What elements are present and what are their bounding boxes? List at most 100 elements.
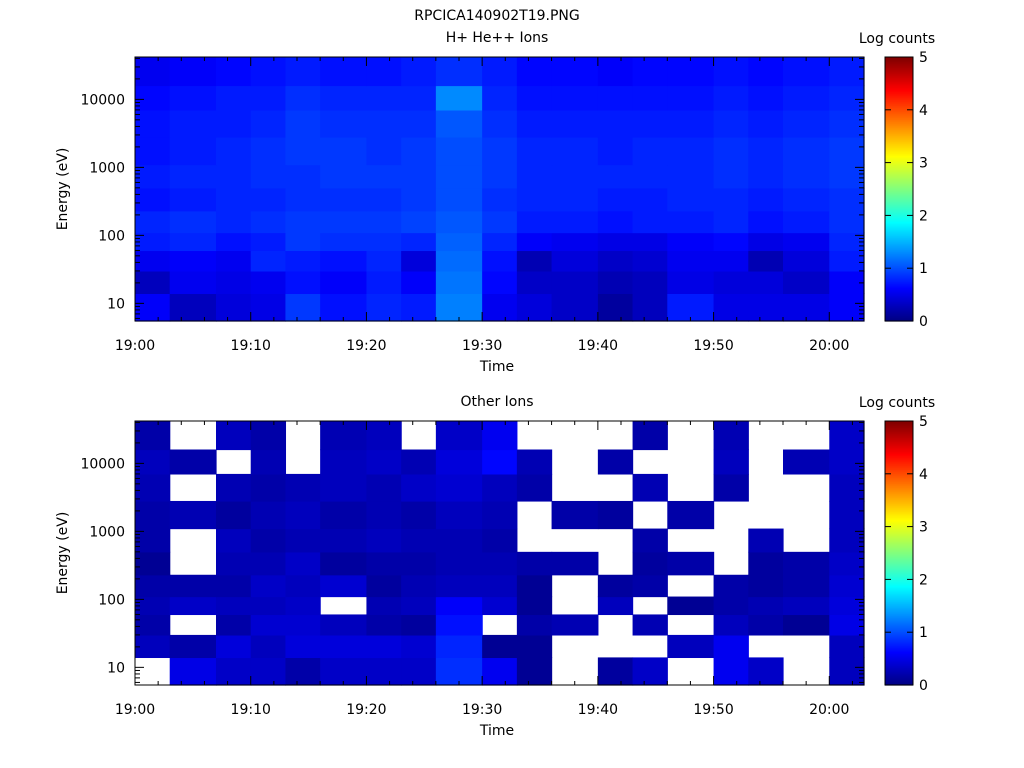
- heatmap-cell: [748, 187, 784, 212]
- heatmap-cell: [516, 449, 553, 475]
- heatmap-cell: [482, 85, 518, 111]
- x-axis-label: Time: [479, 723, 514, 739]
- colorbar-swatch: [885, 635, 913, 638]
- heatmap-cell: [783, 250, 830, 272]
- colorbar-swatch: [885, 185, 913, 188]
- heatmap-cell: [748, 136, 784, 166]
- heatmap-cell: [216, 293, 252, 322]
- heatmap-cell: [169, 232, 217, 252]
- colorbar-swatch: [885, 653, 913, 656]
- heatmap-cell: [551, 293, 599, 322]
- heatmap-cell: [713, 109, 749, 138]
- colorbar-swatch: [885, 557, 913, 560]
- colorbar-swatch: [885, 127, 913, 130]
- colorbar-swatch: [885, 293, 913, 296]
- colorbar-swatch: [885, 119, 913, 122]
- colorbar-swatch: [885, 449, 913, 452]
- colorbar-swatch: [885, 277, 913, 280]
- y-tick-label: 1000: [89, 524, 125, 540]
- heatmap-cell: [783, 596, 830, 616]
- heatmap-cell: [135, 164, 171, 189]
- colorbar-swatch: [885, 207, 913, 210]
- heatmap-cell: [551, 232, 599, 252]
- heatmap-cell: [435, 657, 483, 686]
- heatmap-cell: [783, 164, 830, 189]
- heatmap-cell: [285, 634, 321, 659]
- heatmap-cell: [320, 57, 368, 87]
- heatmap-cell: [135, 85, 171, 111]
- heatmap-cell: [829, 421, 865, 451]
- colorbar-swatch: [885, 145, 913, 148]
- colorbar-swatch: [885, 669, 913, 672]
- heatmap-cell: [169, 500, 217, 530]
- colorbar-swatch: [885, 485, 913, 488]
- colorbar-swatch: [885, 619, 913, 622]
- colorbar-swatch: [885, 121, 913, 124]
- colorbar-swatch: [885, 607, 913, 610]
- colorbar-tick-label: 5: [919, 414, 928, 430]
- heatmap-cell: [551, 57, 599, 87]
- colorbar-swatch: [885, 563, 913, 566]
- heatmap-cell: [748, 614, 784, 636]
- colorbar-swatch: [885, 647, 913, 650]
- plot-frame: [134, 56, 865, 322]
- colorbar-swatch: [885, 175, 913, 178]
- colorbar-swatch: [885, 425, 913, 428]
- colorbar-swatch: [885, 211, 913, 214]
- heatmap-cell: [713, 187, 749, 212]
- heatmap-cell: [516, 187, 553, 212]
- y-tick-label: 10: [107, 660, 125, 676]
- colorbar-swatch: [885, 477, 913, 480]
- colorbar-swatch: [885, 239, 913, 242]
- heatmap-cell: [401, 109, 437, 138]
- colorbar-swatch: [885, 251, 913, 254]
- heatmap-cell: [783, 551, 830, 576]
- heatmap-cell: [250, 634, 287, 659]
- heatmap-cell: [783, 187, 830, 212]
- colorbar-swatch: [885, 233, 913, 236]
- colorbar-swatch: [885, 63, 913, 66]
- colorbar-swatch: [885, 135, 913, 138]
- heatmap-cell: [482, 574, 518, 598]
- heatmap-cell: [713, 657, 749, 686]
- heatmap-cell: [401, 551, 437, 576]
- colorbar-swatch: [885, 433, 913, 436]
- colorbar-swatch: [885, 91, 913, 94]
- heatmap-cell: [482, 136, 518, 166]
- colorbar-swatch: [885, 313, 913, 316]
- heatmap-cell: [551, 250, 599, 272]
- colorbar-swatch: [885, 593, 913, 596]
- colorbar-swatch: [885, 623, 913, 626]
- x-axis-ticks: 19:00 19:10 19:20 19:30 19:40 19:50 20:00: [115, 421, 853, 718]
- heatmap-cell: [320, 250, 368, 272]
- colorbar-swatch: [885, 511, 913, 514]
- colorbar-swatch: [885, 437, 913, 440]
- heatmap-cell: [285, 657, 321, 686]
- heatmap-cell: [632, 136, 668, 166]
- y-tick-label: 1000: [89, 160, 125, 176]
- heatmap-cell: [482, 210, 518, 234]
- colorbar-swatch: [885, 235, 913, 238]
- colorbar-swatch: [885, 219, 913, 222]
- heatmap-cell: [713, 164, 749, 189]
- heatmap-cell: [250, 293, 287, 322]
- heatmap-cell: [366, 596, 402, 616]
- colorbar-swatch: [885, 521, 913, 524]
- heatmap-cell: [713, 473, 749, 502]
- heatmap-cell: [216, 528, 252, 553]
- heatmap-cells: [135, 57, 865, 322]
- colorbar-swatch: [885, 291, 913, 294]
- colorbar-swatch: [885, 183, 913, 186]
- heatmap-cell: [713, 210, 749, 234]
- colorbar-swatch: [885, 281, 913, 284]
- colorbar-swatch: [885, 657, 913, 660]
- heatmap-cell: [482, 109, 518, 138]
- colorbar-swatch: [885, 241, 913, 244]
- heatmap-cell: [250, 473, 287, 502]
- heatmap-cell: [667, 85, 715, 111]
- heatmap-cell: [320, 528, 368, 553]
- colorbar-swatch: [885, 585, 913, 588]
- colorbar-swatch: [885, 651, 913, 654]
- colorbar-swatch: [885, 161, 913, 164]
- heatmap-cell: [632, 574, 668, 598]
